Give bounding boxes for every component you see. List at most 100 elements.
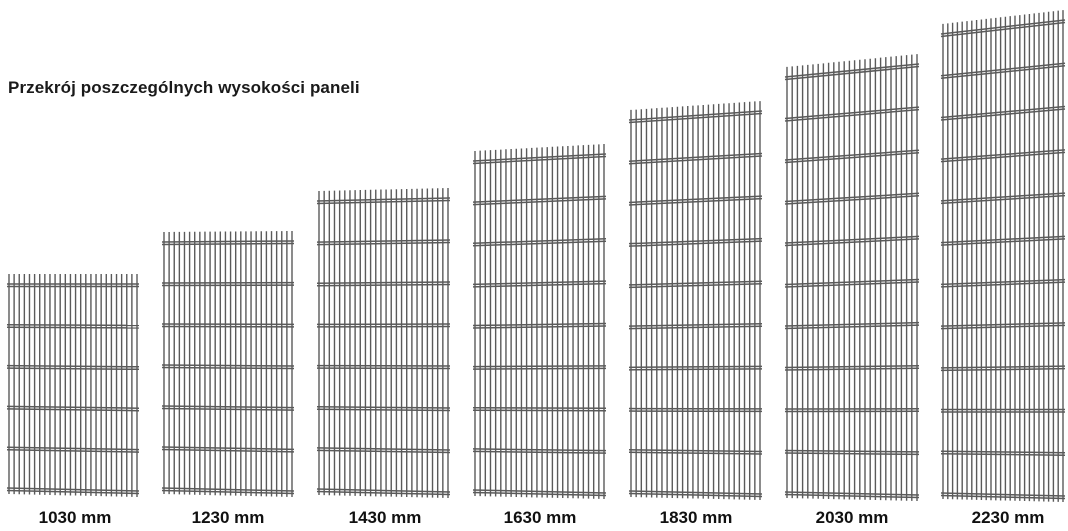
horizontal-bar — [472, 407, 607, 409]
horizontal-bar — [940, 322, 1066, 327]
horizontal-bar — [784, 151, 920, 164]
horizontal-bar — [316, 283, 451, 287]
horizontal-bar — [472, 322, 607, 327]
horizontal-bar — [784, 63, 920, 78]
horizontal-bar — [784, 238, 920, 247]
panel-label-1430: 1430 mm — [348, 508, 422, 527]
horizontal-bar — [940, 108, 1066, 121]
horizontal-bar — [472, 365, 607, 368]
horizontal-bar — [940, 105, 1066, 119]
horizontal-bar — [940, 151, 1066, 163]
fence-panel-2230 — [940, 10, 1066, 502]
horizontal-bar — [6, 487, 140, 492]
horizontal-bar — [784, 195, 920, 205]
horizontal-bar — [628, 449, 763, 453]
horizontal-bar — [161, 446, 295, 451]
horizontal-bar — [784, 449, 920, 453]
horizontal-bar — [6, 448, 140, 453]
horizontal-bar — [472, 450, 607, 454]
horizontal-bar — [472, 240, 607, 247]
horizontal-bar — [316, 408, 451, 412]
horizontal-bar — [6, 489, 140, 495]
horizontal-bar — [940, 450, 1066, 454]
horizontal-bar — [940, 278, 1066, 286]
horizontal-bar — [940, 281, 1066, 288]
horizontal-bar — [6, 446, 140, 451]
horizontal-bar — [316, 405, 451, 409]
horizontal-bar — [940, 21, 1066, 38]
horizontal-bar — [161, 489, 295, 495]
horizontal-bar — [161, 242, 295, 246]
horizontal-bar — [784, 281, 920, 288]
horizontal-bar — [940, 192, 1066, 202]
horizontal-bar — [161, 366, 295, 370]
horizontal-bar — [784, 321, 920, 327]
panel-label-1030: 1030 mm — [38, 508, 112, 527]
horizontal-bar — [940, 238, 1066, 246]
horizontal-bar — [161, 407, 295, 411]
horizontal-bar — [628, 325, 763, 330]
fence-panel-1230 — [161, 231, 295, 497]
horizontal-bar — [628, 280, 763, 286]
horizontal-bar — [161, 448, 295, 453]
panel-label-1230: 1230 mm — [191, 508, 265, 527]
horizontal-bar — [628, 195, 763, 204]
horizontal-bar — [940, 494, 1066, 500]
horizontal-bar — [628, 492, 763, 498]
horizontal-bar — [316, 281, 451, 285]
page-title: Przekrój poszczególnych wysokości paneli — [8, 78, 360, 97]
horizontal-bar — [628, 323, 763, 327]
horizontal-bar — [940, 149, 1066, 160]
fence-panel-1430 — [316, 188, 451, 498]
horizontal-bar — [784, 278, 920, 286]
horizontal-bar — [316, 488, 451, 493]
horizontal-bar — [6, 364, 140, 368]
horizontal-bar — [316, 449, 451, 454]
horizontal-bar — [784, 235, 920, 244]
horizontal-bar — [6, 324, 140, 327]
fence-panel-1030 — [6, 274, 140, 497]
horizontal-bar — [628, 197, 763, 206]
horizontal-bar — [940, 492, 1066, 497]
horizontal-bar — [6, 408, 140, 412]
horizontal-bar — [316, 197, 451, 202]
fence-panel-1630 — [472, 144, 607, 499]
horizontal-bar — [161, 364, 295, 367]
horizontal-bar — [940, 62, 1066, 77]
horizontal-bar — [472, 153, 607, 162]
horizontal-bar — [784, 324, 920, 330]
horizontal-bar — [940, 65, 1066, 79]
horizontal-bar — [628, 451, 763, 455]
horizontal-bar — [628, 155, 763, 165]
horizontal-bar — [940, 194, 1066, 205]
horizontal-bar — [628, 152, 763, 162]
horizontal-bar — [784, 192, 920, 203]
horizontal-bar — [6, 326, 140, 329]
horizontal-bar — [784, 364, 920, 369]
horizontal-bar — [6, 367, 140, 371]
horizontal-bar — [316, 241, 451, 246]
horizontal-bar — [316, 239, 451, 243]
panel-label-1630: 1630 mm — [503, 508, 577, 527]
horizontal-bar — [628, 368, 763, 371]
horizontal-bar — [472, 282, 607, 288]
horizontal-bar — [472, 155, 607, 165]
horizontal-bar — [628, 490, 763, 495]
horizontal-bar — [316, 199, 451, 205]
horizontal-bar — [472, 195, 607, 203]
horizontal-bar — [940, 365, 1066, 369]
horizontal-bar — [472, 198, 607, 206]
horizontal-bar — [940, 235, 1066, 244]
horizontal-bar — [472, 448, 607, 452]
fence-panel-1830 — [628, 101, 763, 500]
horizontal-bar — [161, 240, 295, 243]
horizontal-bar — [628, 282, 763, 289]
horizontal-bar — [472, 325, 607, 329]
horizontal-bar — [784, 491, 920, 496]
horizontal-bar — [472, 489, 607, 494]
fence-panel-2030 — [784, 54, 920, 501]
horizontal-bar — [472, 280, 607, 286]
horizontal-bar — [472, 367, 607, 370]
horizontal-bar — [316, 447, 451, 451]
